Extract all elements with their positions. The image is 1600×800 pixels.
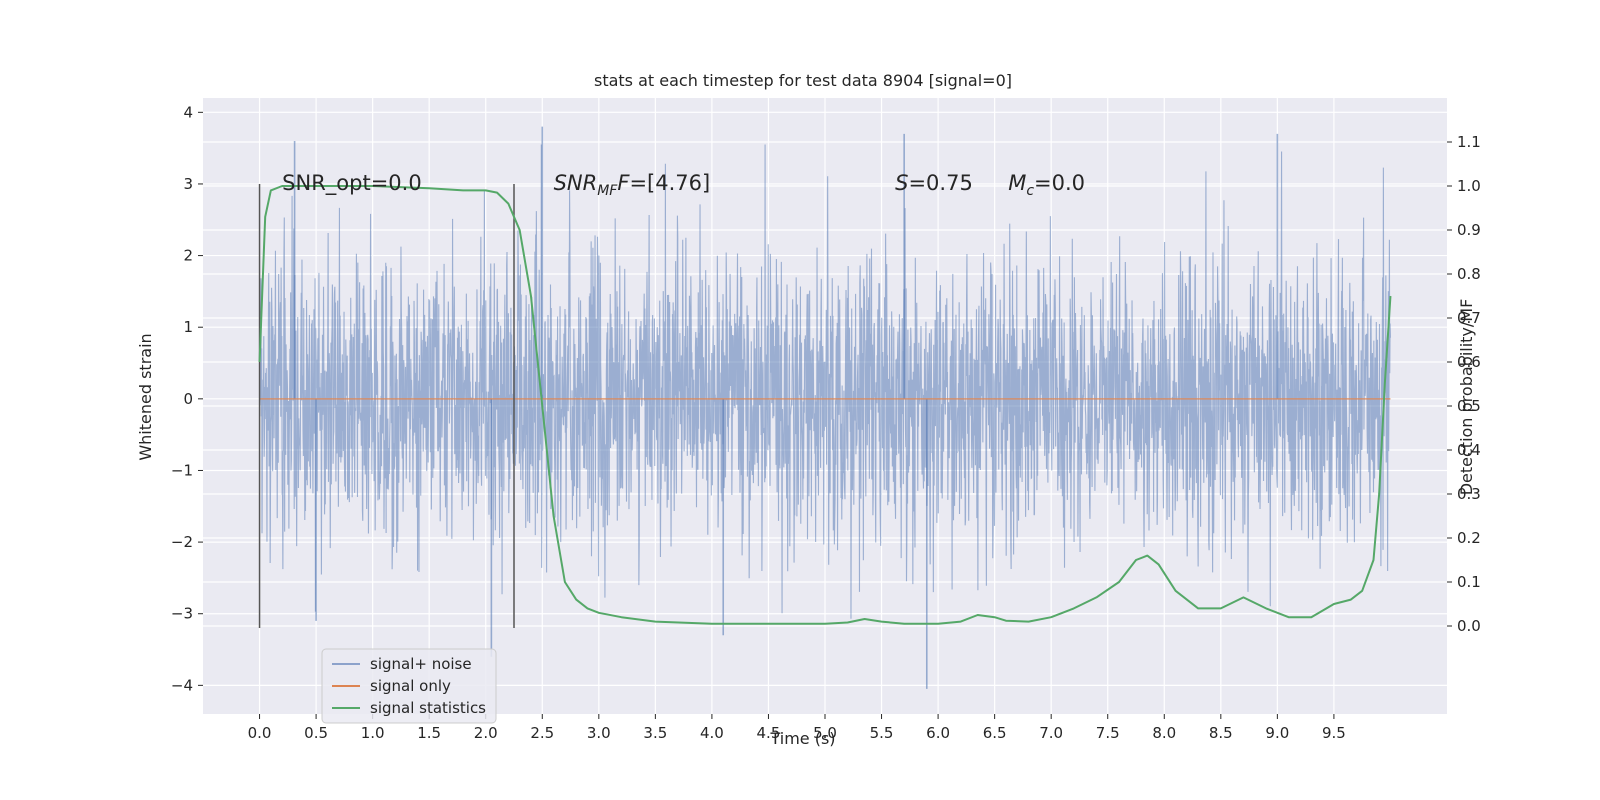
- x-tick-label: 2.0: [474, 724, 498, 742]
- x-tick-label: 6.5: [983, 724, 1007, 742]
- x-tick-label: 9.0: [1265, 724, 1289, 742]
- y2-axis-label: Detection probability/MF: [1457, 299, 1476, 496]
- y2-tick-label: 0.9: [1457, 221, 1481, 239]
- y-tick-label: −2: [171, 533, 193, 551]
- y-axis-ticks: −4 −3 −2 −1 0 1 2 3 4: [171, 103, 203, 694]
- y2-tick-label: 0.3: [1457, 485, 1481, 503]
- y2-axis-ticks: 0.0 0.1 0.2 0.3 0.4 0.5 0.6 0.7 0.8 0.9 1.0 1.1: [1447, 133, 1481, 635]
- signal-statistics-line: [258, 185, 1392, 625]
- x-tick-label: 8.0: [1152, 724, 1176, 742]
- y-tick-label: −4: [171, 676, 193, 694]
- x-tick-label: 1.5: [417, 724, 441, 742]
- annotations: SNR_opt=0.0 SNRMFF=[4.76] S=0.75 Mc=0.0: [282, 171, 1085, 199]
- annotation-0: SNR_opt=0.0: [282, 171, 422, 196]
- x-tick-label: 6.0: [926, 724, 950, 742]
- y2-tick-label: 0.2: [1457, 529, 1481, 547]
- y-tick-label: −1: [171, 461, 193, 479]
- x-tick-label: 3.5: [643, 724, 667, 742]
- legend-label-signal-statistics: signal statistics: [370, 699, 486, 717]
- x-tick-label: 4.0: [700, 724, 724, 742]
- noise-trace: [259, 144, 1391, 619]
- y2-tick-label: 1.1: [1457, 133, 1481, 151]
- y-tick-label: 3: [183, 175, 193, 193]
- y2-tick-label: 0.0: [1457, 617, 1481, 635]
- x-tick-label: 4.5: [757, 724, 781, 742]
- vertical-markers: [258, 183, 515, 629]
- x-tick-label: 5.5: [870, 724, 894, 742]
- x-tick-label: 7.5: [1096, 724, 1120, 742]
- y2-tick-label: 1.0: [1457, 177, 1481, 195]
- y2-tick-label: 0.4: [1457, 441, 1481, 459]
- x-tick-label: 0.5: [304, 724, 328, 742]
- legend-box: [321, 648, 497, 724]
- x-tick-label: 0.0: [248, 724, 272, 742]
- y2-tick-label: 0.7: [1457, 309, 1481, 327]
- y-tick-label: −3: [171, 605, 193, 623]
- annotation-1: SNRMFF=[4.76]: [554, 171, 711, 199]
- y2-tick-label: 0.1: [1457, 573, 1481, 591]
- annotation-3: Mc=0.0: [1008, 171, 1085, 199]
- x-tick-label: 5.0: [813, 724, 837, 742]
- x-tick-label: 2.5: [530, 724, 554, 742]
- chart-title: stats at each timestep for test data 890…: [594, 71, 1012, 90]
- y2-tick-label: 0.6: [1457, 353, 1481, 371]
- y-tick-label: 0: [183, 390, 193, 408]
- legend-label-signal-noise: signal+ noise: [370, 655, 472, 673]
- y-tick-label: 2: [183, 247, 193, 265]
- y2-tick-label: 0.8: [1457, 265, 1481, 283]
- x-tick-label: 8.5: [1209, 724, 1233, 742]
- annotation-2: S=0.75: [895, 171, 973, 195]
- x-tick-label: 1.0: [361, 724, 385, 742]
- x-tick-label: 9.5: [1322, 724, 1346, 742]
- x-tick-label: 3.0: [587, 724, 611, 742]
- series-signal-statistics: [258, 185, 1392, 625]
- legend: signal+ noise signal only signal statist…: [321, 648, 497, 724]
- legend-label-signal-only: signal only: [370, 677, 451, 695]
- series-signal-noise: [259, 126, 1391, 689]
- y2-tick-label: 0.5: [1457, 397, 1481, 415]
- y-tick-label: 4: [183, 103, 193, 121]
- y-tick-label: 1: [183, 318, 193, 336]
- y-axis-label: Whitened strain: [136, 333, 155, 460]
- x-tick-label: 7.0: [1039, 724, 1063, 742]
- x-axis-ticks: 0.0 0.5 1.0 1.5 2.0 2.5 3.0 3.5 4.0 4.5 5.0 5.5 6.0 6…: [248, 714, 1346, 742]
- x-axis-label: Time (s): [769, 729, 835, 748]
